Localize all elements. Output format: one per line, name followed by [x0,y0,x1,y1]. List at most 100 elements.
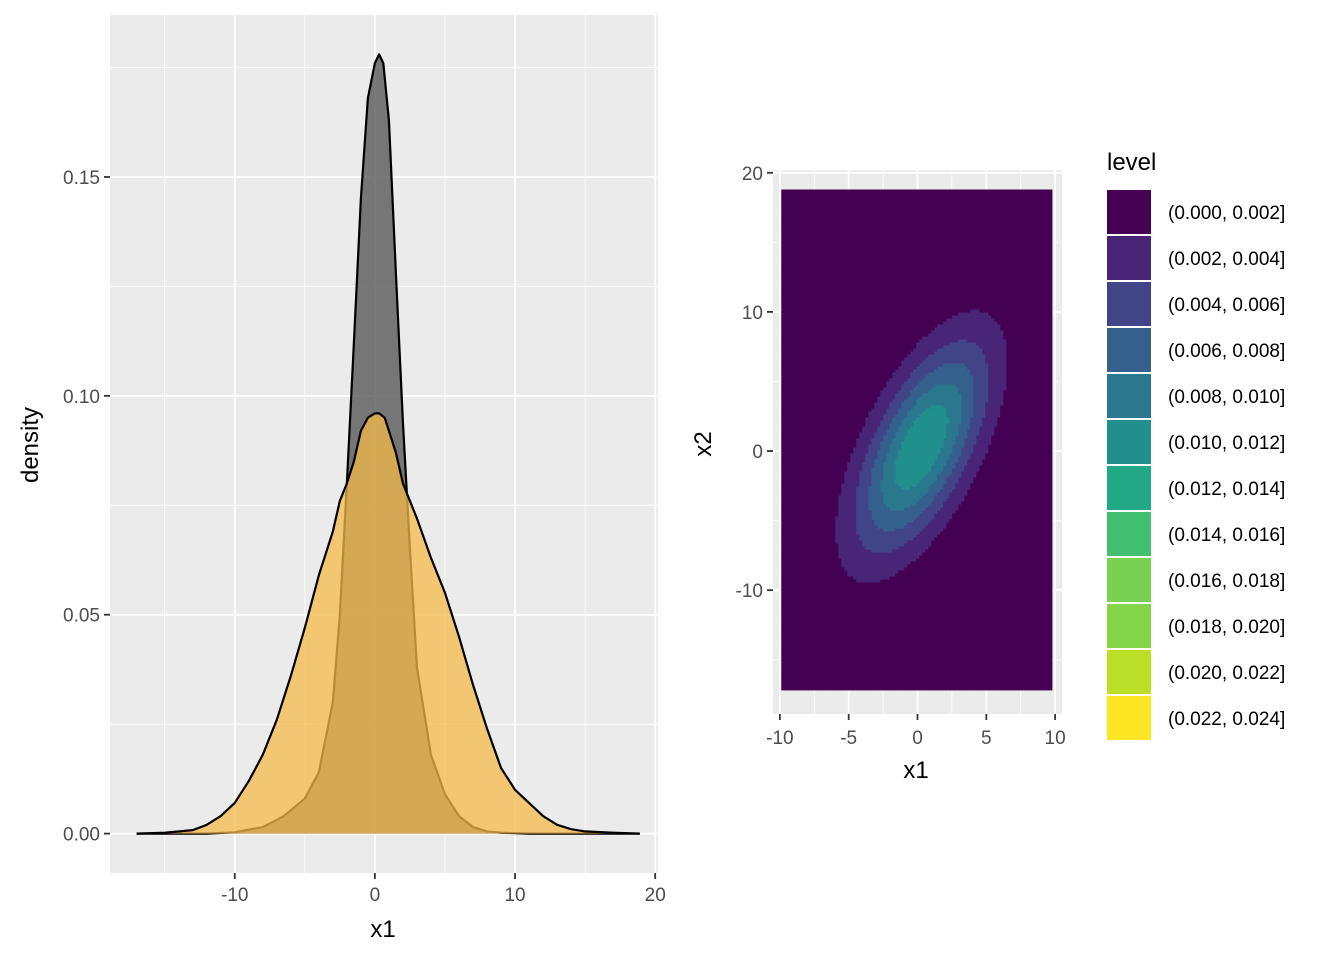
heatmap-cell [1003,192,1007,197]
heatmap-cell [1036,213,1040,218]
heatmap-cell [784,237,788,242]
heatmap-cell [979,267,983,272]
heatmap-cell [973,270,977,275]
heatmap-cell [973,219,977,224]
heatmap-cell [946,192,950,197]
heatmap-cell [1009,198,1013,203]
heatmap-cell [985,273,989,278]
heatmap-cell [787,222,791,227]
heatmap-cell [964,240,968,245]
heatmap-cell [991,249,995,254]
heatmap-cell [934,276,938,281]
heatmap-cell [784,195,788,200]
heatmap-cell [946,240,950,245]
heatmap-cell [826,258,830,263]
heatmap-cell [919,207,923,212]
heatmap-cell [913,201,917,206]
heatmap-cell [988,243,992,248]
heatmap-cell [1033,279,1037,284]
heatmap-cell [979,255,983,260]
heatmap-cell [862,228,866,233]
heatmap-cell [922,189,926,194]
heatmap-cell [970,255,974,260]
heatmap-cell [979,213,983,218]
heatmap-cell [856,216,860,221]
heatmap-cell [1030,240,1034,245]
heatmap-cell [904,195,908,200]
heatmap-cell [1021,210,1025,215]
heatmap-cell [871,192,875,197]
heatmap-cell [940,249,944,254]
heatmap-cell [955,225,959,230]
heatmap-cell [985,234,989,239]
heatmap-cell [859,282,863,287]
heatmap-cell [844,258,848,263]
heatmap-cell [970,219,974,224]
heatmap-cell [835,222,839,227]
heatmap-cell [811,261,815,266]
heatmap-cell [895,258,899,263]
heatmap-cell [940,207,944,212]
heatmap-cell [844,246,848,251]
heatmap-cell [877,210,881,215]
heatmap-cell [781,225,785,230]
heatmap-cell [1006,264,1010,269]
heatmap-cell [928,219,932,224]
heatmap-cell [841,222,845,227]
heatmap-cell [1024,219,1028,224]
heatmap-cell [1045,231,1049,236]
heatmap-cell [862,258,866,263]
heatmap-cell [895,204,899,209]
heatmap-cell [982,270,986,275]
heatmap-cell [1042,261,1046,266]
heatmap-cell [919,258,923,263]
heatmap-cell [892,198,896,203]
heatmap-cell [799,216,803,221]
heatmap-cell [886,198,890,203]
heatmap-cell [925,261,929,266]
heatmap-cell [958,270,962,275]
heatmap-cell [964,252,968,257]
heatmap-cell [943,264,947,269]
heatmap-cell [925,213,929,218]
heatmap-cell [958,219,962,224]
heatmap-cell [895,207,899,212]
heatmap-cell [784,273,788,278]
heatmap-cell [823,261,827,266]
heatmap-cell [940,225,944,230]
heatmap-cell [1006,195,1010,200]
heatmap-cell [1015,240,1019,245]
heatmap-cell [829,252,833,257]
heatmap-cell [1015,228,1019,233]
heatmap-cell [1051,195,1053,200]
heatmap-cell [970,210,974,215]
heatmap-cell [985,192,989,197]
heatmap-cell [901,252,905,257]
heatmap-cell [934,270,938,275]
heatmap-cell [967,279,971,284]
heatmap-cell [997,198,1001,203]
heatmap-cell [799,204,803,209]
heatmap-cell [1000,243,1004,248]
heatmap-cell [850,213,854,218]
heatmap-cell [787,261,791,266]
heatmap-cell [964,222,968,227]
heatmap-cell [919,237,923,242]
heatmap-cell [817,261,821,266]
heatmap-cell [910,270,914,275]
heatmap-cell [799,264,803,269]
heatmap-cell [895,234,899,239]
heatmap-cell [883,240,887,245]
heatmap-cell [820,270,824,275]
heatmap-cell [871,243,875,248]
heatmap-cell [946,255,950,260]
heatmap-cell [904,261,908,266]
heatmap-cell [910,258,914,263]
heatmap-cell [799,213,803,218]
heatmap-cell [847,207,851,212]
heatmap-cell [1027,246,1031,251]
heatmap-cell [946,276,950,281]
heatmap-cell [919,201,923,206]
heatmap-cell [904,213,908,218]
heatmap-cell [967,234,971,239]
